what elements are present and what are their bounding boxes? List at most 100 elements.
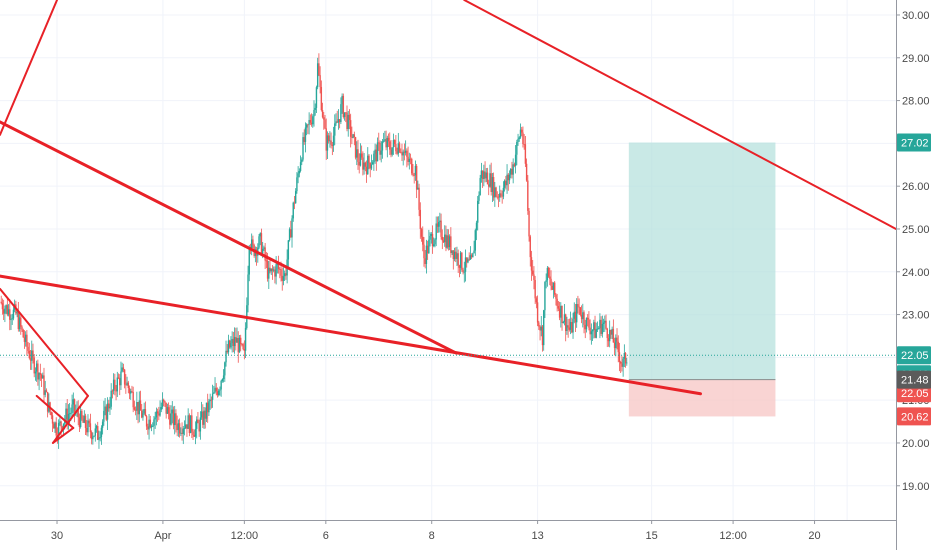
candle-body-403 bbox=[492, 177, 495, 198]
candle-body-269 bbox=[329, 140, 331, 142]
candle-body-72 bbox=[88, 420, 90, 424]
candle-body-499 bbox=[610, 329, 612, 335]
candle-body-385 bbox=[470, 255, 473, 258]
candle-body-485 bbox=[593, 322, 595, 330]
candle-body-462 bbox=[565, 314, 567, 332]
candle-body-223 bbox=[272, 269, 275, 271]
candle-body-30 bbox=[37, 363, 39, 380]
candle-body-321 bbox=[392, 140, 395, 148]
candle-body-103 bbox=[126, 382, 128, 386]
candle-body-475 bbox=[580, 314, 583, 320]
time-axis[interactable]: 30 Apr 12:00 6 8 13 15 12:00 20 bbox=[0, 520, 896, 550]
candle-body-17 bbox=[21, 326, 23, 330]
candle-body-307 bbox=[375, 149, 378, 162]
candle-body-484 bbox=[591, 329, 594, 332]
candle-body-168 bbox=[205, 402, 208, 419]
trendline-4[interactable] bbox=[0, 287, 89, 397]
price-tick-label-4: 23.00 bbox=[902, 310, 930, 322]
candle-body-29 bbox=[35, 363, 38, 372]
candle-body-264 bbox=[323, 117, 325, 120]
candle-body-257 bbox=[314, 107, 316, 110]
candle-body-273 bbox=[334, 123, 336, 136]
price-badge-2 bbox=[897, 384, 931, 403]
candle-body-472 bbox=[577, 304, 579, 307]
candle-body-322 bbox=[393, 140, 396, 145]
candle-body-149 bbox=[182, 428, 184, 434]
candle-body-27 bbox=[33, 357, 35, 374]
candle-body-102 bbox=[125, 384, 127, 386]
candle-body-429 bbox=[524, 144, 527, 164]
candle-body-116 bbox=[142, 413, 144, 418]
candle-body-368 bbox=[450, 236, 452, 253]
candle-body-300 bbox=[367, 155, 369, 175]
candle-body-23 bbox=[28, 350, 31, 359]
candle-body-482 bbox=[589, 327, 591, 335]
candle-body-55 bbox=[67, 413, 70, 423]
candle-body-34 bbox=[42, 375, 44, 379]
candle-body-306 bbox=[374, 149, 376, 154]
candle-body-491 bbox=[600, 319, 602, 334]
time-tick-label-5: 13 bbox=[531, 530, 543, 542]
trendline-5[interactable] bbox=[51, 394, 89, 444]
candle-body-292 bbox=[357, 149, 359, 162]
candle-body-325 bbox=[397, 143, 400, 154]
trendline-7[interactable] bbox=[35, 394, 75, 429]
trendline-6[interactable] bbox=[51, 426, 75, 444]
candle-body-75 bbox=[92, 436, 94, 440]
candle-body-431 bbox=[527, 180, 529, 211]
candle-body-154 bbox=[188, 415, 191, 433]
candle-body-63 bbox=[77, 409, 79, 418]
candle-body-120 bbox=[147, 426, 149, 430]
candle-body-374 bbox=[457, 253, 459, 266]
trendline-1[interactable] bbox=[0, 120, 458, 355]
candle-body-64 bbox=[78, 417, 81, 427]
time-tick-label-6: 15 bbox=[646, 530, 658, 542]
candle-body-247 bbox=[302, 137, 304, 160]
candle-body-494 bbox=[604, 320, 606, 323]
candle-body-449 bbox=[549, 276, 551, 279]
candle-body-111 bbox=[136, 402, 138, 411]
candle-body-195 bbox=[238, 337, 241, 353]
trendline-3[interactable] bbox=[0, 274, 703, 396]
candle-body-497 bbox=[607, 338, 610, 342]
candle-body-370 bbox=[452, 250, 454, 260]
trendline-drawings[interactable] bbox=[0, 0, 897, 444]
candle-body-476 bbox=[582, 312, 584, 320]
candle-body-440 bbox=[538, 322, 540, 327]
candle-body-489 bbox=[597, 328, 600, 330]
risk-reward-zones[interactable] bbox=[628, 142, 776, 417]
candle-body-128 bbox=[156, 411, 159, 414]
candle-body-68 bbox=[83, 415, 86, 423]
price-axis[interactable]: 19.0020.0021.0022.0023.0024.0025.0026.00… bbox=[896, 0, 932, 550]
candle-body-377 bbox=[461, 252, 463, 270]
candle-body-487 bbox=[595, 329, 597, 338]
candle-body-404 bbox=[494, 187, 496, 198]
candle-body-185 bbox=[226, 350, 228, 353]
trendline-2[interactable] bbox=[463, 0, 897, 230]
price-tick-label-6: 25.00 bbox=[902, 224, 930, 236]
candle-body-51 bbox=[62, 423, 65, 430]
candle-body-76 bbox=[93, 435, 95, 437]
candle-body-6 bbox=[7, 309, 10, 315]
candle-body-239 bbox=[292, 202, 294, 219]
target-zone[interactable] bbox=[628, 142, 776, 380]
candle-body-504 bbox=[616, 337, 618, 342]
price-badge-label-5: 20.62 bbox=[901, 411, 929, 423]
candle-body-379 bbox=[463, 271, 465, 273]
candle-body-352 bbox=[430, 233, 433, 236]
candle-body-232 bbox=[283, 273, 286, 277]
candle-body-346 bbox=[423, 244, 425, 259]
trendline-0[interactable] bbox=[0, 0, 59, 136]
candle-body-447 bbox=[546, 267, 549, 281]
candle-body-192 bbox=[235, 337, 237, 343]
candle-body-135 bbox=[165, 402, 167, 414]
candle-body-162 bbox=[198, 423, 200, 432]
candle-body-224 bbox=[274, 269, 276, 277]
candle-body-190 bbox=[232, 338, 235, 347]
candle-body-510 bbox=[623, 353, 626, 359]
price-badge-0 bbox=[897, 346, 931, 365]
candle-body-277 bbox=[338, 119, 341, 123]
candle-body-468 bbox=[572, 318, 574, 333]
candle-body-44 bbox=[54, 422, 56, 429]
